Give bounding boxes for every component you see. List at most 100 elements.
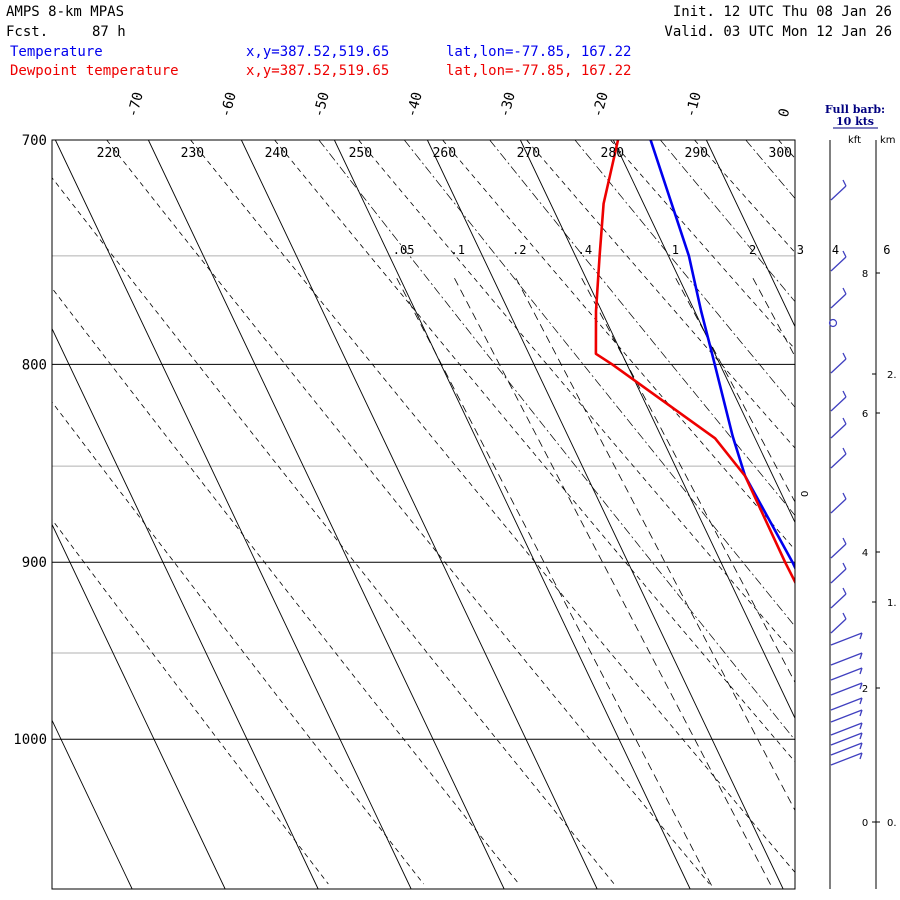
temperature-tick-label: -30 [497, 90, 519, 119]
moist-adiabat [404, 140, 795, 627]
isotherm [612, 140, 795, 524]
km-tick-label: 1. [887, 598, 897, 609]
moist-adiabat [489, 140, 795, 516]
wind-profile-panel: Full barb: 10 kts kft km 0 2 4 6 8 0. 1. 2. 0 [800, 103, 897, 889]
wind-barb [830, 632, 863, 646]
mixing-ratio-label: .2 [512, 243, 526, 257]
kft-tick-label: 8 [862, 269, 868, 280]
moist-adiabat [318, 140, 795, 741]
theta-label: 300 [769, 146, 792, 161]
dry-adiabat [106, 140, 710, 885]
kft-column-label: kft [848, 135, 861, 146]
model-title: AMPS 8-km MPAS [6, 4, 125, 20]
dry-adiabat [610, 140, 795, 350]
wind-barb [830, 179, 847, 201]
isotherm [519, 140, 795, 720]
isotherm [892, 140, 900, 889]
wind-barb [830, 537, 847, 559]
wind-barb [830, 722, 863, 736]
isotherm [705, 140, 795, 328]
dewpoint-profile [594, 140, 795, 585]
mixing-ratio-line [801, 278, 900, 889]
wind-barb [830, 652, 863, 666]
wind-legend-line-1: Full barb: [825, 103, 885, 116]
dry-adiabat [863, 140, 900, 884]
dewpoint-latlon: lat,lon=-77.85, 167.22 [446, 63, 632, 79]
mixing-ratio-label: 4 [832, 243, 839, 257]
isotherm [52, 523, 226, 889]
mixing-ratio-label: 1 [672, 243, 679, 257]
legend-dewpoint: Dewpoint temperature [10, 63, 179, 79]
isotherm [426, 140, 784, 889]
wind-barb [830, 587, 847, 609]
temperature-tick-label: -60 [218, 90, 240, 119]
isotherm [240, 140, 598, 889]
temperature-tick-label: -50 [311, 90, 333, 119]
mixing-ratio-line [515, 277, 795, 812]
wind-barb [830, 562, 847, 584]
mixing-ratio-line [581, 277, 795, 684]
temperature-tick-label: -10 [683, 90, 705, 119]
temperature-tick-label: 0 [776, 107, 794, 119]
mixing-ratio-line [752, 277, 795, 358]
moist-adiabat [574, 140, 795, 408]
wind-barb [830, 417, 847, 439]
mixing-ratio-label: 3 [797, 243, 804, 257]
isotherm [147, 140, 505, 889]
pressure-tick-label: 900 [22, 555, 47, 571]
km-tick-label: 0. [887, 818, 897, 829]
valid-time: Valid. 03 UTC Mon 12 Jan 26 [664, 24, 892, 40]
wind-barb [830, 697, 863, 711]
km-column-label: km [880, 135, 896, 146]
isotherm [333, 140, 691, 889]
moist-adiabat [660, 140, 795, 303]
dewpoint-xy: x,y=387.52,519.65 [246, 63, 390, 79]
theta-label: 230 [181, 146, 204, 161]
calm-label: 0 [800, 491, 811, 497]
mixing-ratio-line [396, 277, 714, 889]
wind-barb [830, 390, 847, 412]
theta-label: 240 [265, 146, 288, 161]
dry-adiabat [52, 287, 520, 885]
mixing-ratio-label: .05 [393, 243, 415, 257]
wind-calm-circle [828, 318, 838, 328]
wind-barb [830, 250, 847, 272]
theta-label: 220 [97, 146, 120, 161]
theta-label: 270 [517, 146, 540, 161]
wind-barb [830, 352, 847, 374]
forecast-hours: 87 h [92, 24, 126, 40]
wind-barb [830, 709, 863, 723]
plot-frame [51, 139, 796, 890]
wind-barb [830, 732, 863, 746]
mixing-ratio-label: .1 [450, 243, 464, 257]
kft-tick-label: 4 [862, 548, 868, 559]
sounding-profiles [594, 140, 795, 585]
forecast-label: Fcst. [6, 24, 49, 40]
pressure-tick-label: 700 [22, 133, 47, 149]
mixing-ratio-label: .4 [578, 243, 592, 257]
theta-label: 260 [433, 146, 456, 161]
kft-tick-label: 2 [862, 684, 868, 695]
temperature-tick-label: -70 [125, 90, 147, 119]
temperature-tick-label: -40 [404, 90, 426, 119]
theta-label: 290 [685, 146, 708, 161]
isotherm [52, 327, 319, 889]
moist-adiabat [745, 140, 795, 199]
dry-adiabat [358, 140, 795, 655]
mixing-ratio-label: 2 [749, 243, 756, 257]
dry-adiabat [190, 140, 795, 873]
mixing-ratio-line [454, 277, 774, 889]
wind-barb [830, 447, 847, 469]
wind-barb [830, 667, 863, 681]
wind-barb [830, 492, 847, 514]
mixing-ratio-label: 6 [883, 243, 890, 257]
wind-barb [830, 752, 863, 766]
legend-temperature: Temperature [10, 44, 103, 60]
isotherm [52, 719, 133, 889]
wind-barb [830, 612, 847, 634]
dry-adiabat [52, 177, 615, 885]
pressure-tick-label: 1000 [13, 732, 47, 748]
theta-label: 250 [349, 146, 372, 161]
